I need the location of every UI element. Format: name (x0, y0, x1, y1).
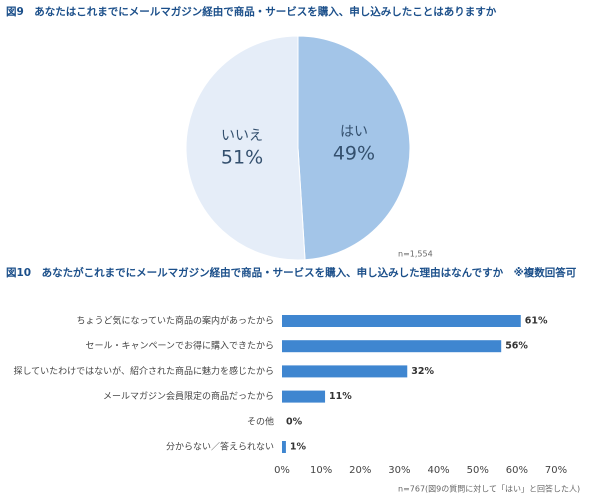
x-tick-label: 60% (506, 465, 528, 476)
y-tick-label: セール・キャンペーンでお得に購入できたから (85, 340, 274, 352)
x-tick-label: 30% (388, 465, 410, 476)
x-tick-label: 40% (427, 465, 449, 476)
chart-title: 図9 あなたはこれまでにメールマガジン経由で商品・サービスを購入、申し込みしたこ… (6, 5, 497, 18)
y-tick-label: 探していたわけではないが、紹介された商品に魅力を感じたから (13, 365, 274, 377)
x-tick-label: 50% (467, 465, 489, 476)
x-tick-label: 20% (349, 465, 371, 476)
value-label: 32% (411, 366, 434, 377)
x-tick-label: 0% (274, 465, 290, 476)
bar (282, 390, 326, 403)
value-label: 11% (329, 391, 352, 402)
value-label: 0% (286, 416, 303, 427)
y-tick-label: 分からない／答えられない (166, 441, 274, 453)
x-tick-label: 10% (310, 465, 332, 476)
slice-value: 49% (333, 143, 375, 165)
slice-value: 51% (221, 146, 263, 168)
pie-slice (297, 35, 411, 261)
note: n=1,554 (398, 250, 433, 259)
slice-label: はい (340, 124, 368, 140)
y-tick-label: ちょうど気になっていた商品の案内があったから (76, 315, 274, 327)
bar (282, 315, 521, 327)
x-tick-label: 70% (545, 465, 567, 476)
y-tick-label: メールマガジン会員限定の商品だったから (103, 390, 274, 402)
bar (282, 441, 286, 453)
bar (282, 340, 502, 353)
value-label: 56% (505, 341, 528, 352)
y-tick-label: その他 (247, 415, 274, 427)
bar (282, 365, 408, 378)
value-label: 61% (525, 316, 548, 327)
note: n=767(図9の質問に対して「はい」と回答した人) (398, 484, 580, 494)
pie-slice (185, 35, 306, 261)
value-label: 1% (290, 442, 307, 453)
slice-label: いいえ (221, 128, 263, 144)
chart-title: 図10 あなたがこれまでにメールマガジン経由で商品・サービスを購入、申し込みした… (6, 266, 577, 279)
